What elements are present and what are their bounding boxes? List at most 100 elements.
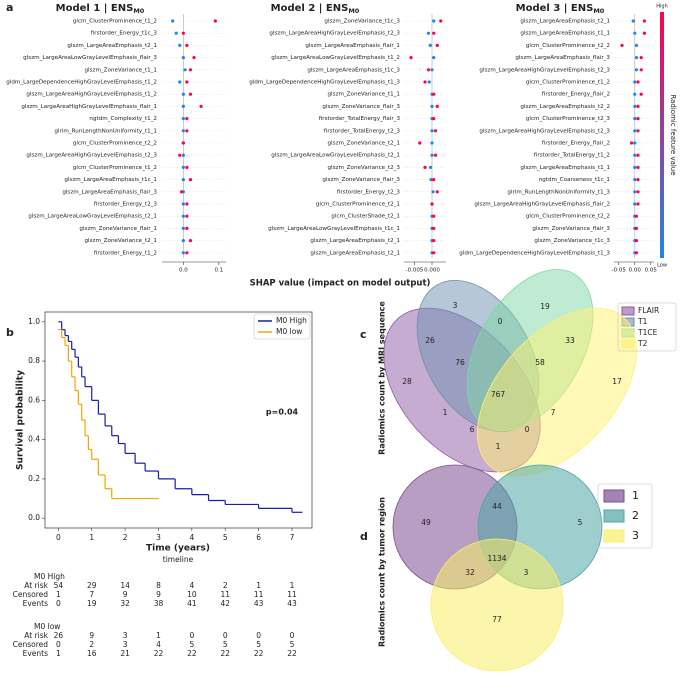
feature-label: glszm_LargeAreaEmphasis_flair_3 xyxy=(515,55,610,61)
feature-label: firstorder_Energy_t2_3 xyxy=(337,189,401,195)
shap-dot-high xyxy=(199,104,203,108)
legend-label: M0 High xyxy=(276,316,307,325)
shap-dot-high xyxy=(435,104,439,108)
shap-dot-high xyxy=(432,251,436,255)
x-tick-label: 6 xyxy=(256,533,261,542)
shap-dot-high xyxy=(435,190,439,194)
risk-value: 0 xyxy=(223,631,228,640)
feature-label: gldm_LargeDependenceHighGrayLevelEmphasi… xyxy=(6,80,157,86)
shap-dot-low xyxy=(429,165,433,169)
shap-dot-low xyxy=(430,153,434,157)
y-axis-title: Survival probability xyxy=(16,370,26,470)
risk-value: 5 xyxy=(290,640,295,649)
shap-dot-high xyxy=(432,214,436,218)
shap-dot-high xyxy=(636,190,640,194)
risk-value: 4 xyxy=(189,581,194,590)
panel-letter: b xyxy=(6,326,14,339)
risk-value: 11 xyxy=(254,590,264,599)
region-count: 19 xyxy=(540,302,550,311)
shap-dot-high xyxy=(634,239,639,243)
region-count: 1 xyxy=(496,442,501,451)
shap-dot-high xyxy=(639,56,643,60)
feature-label: glszm_LargeAreaHighGrayLevelEmphasis_t2_… xyxy=(479,128,610,134)
shap-dot-high xyxy=(188,178,193,182)
feature-label: glszm_LargeAreaHighGrayLevelEmphasis_fla… xyxy=(474,202,610,208)
risk-value: 14 xyxy=(120,581,130,590)
y-tick-label: 0.0 xyxy=(28,513,40,522)
risk-value: 8 xyxy=(156,581,161,590)
risk-value: 22 xyxy=(254,649,264,658)
risk-row-label: At risk xyxy=(24,581,48,590)
region-count: 33 xyxy=(565,336,575,345)
shap-dot-high xyxy=(188,239,193,243)
feature-label: glcm_ClusterProminence_t2_3 xyxy=(526,116,611,122)
feature-label: glszm_LargeAreaLowGrayLevelEmphasis_t2_1 xyxy=(271,153,400,159)
feature-label: glszm_LargeAreaEmphasis_t1_1 xyxy=(520,31,610,37)
shap-dot-high xyxy=(639,68,643,72)
shap-dot-low xyxy=(178,43,182,48)
shap-dot-high xyxy=(188,68,193,72)
x-tick-label: 1 xyxy=(89,533,94,542)
colorbar-high: High xyxy=(656,4,668,10)
feature-label: gldm_LargeDependenceHighGrayLevelEmphasi… xyxy=(249,80,400,86)
shap-dot-low xyxy=(181,92,185,96)
risk-value: 21 xyxy=(120,649,130,658)
shap-dot-low xyxy=(181,165,185,169)
feature-label: ngtdm_Complexity_t1_2 xyxy=(89,116,157,122)
x-tick-label: 0.0 xyxy=(179,268,188,274)
shap-dot-low xyxy=(181,178,185,182)
colorbar-low: Low xyxy=(657,263,667,269)
x-tick-label: 7 xyxy=(290,533,295,542)
shap-dot-low xyxy=(432,56,436,60)
region-count: 1134 xyxy=(487,554,506,563)
risk-value: 0 xyxy=(256,631,261,640)
risk-value: 0 xyxy=(56,640,61,649)
feature-label: ngtdm_Coarseness_t1c_1 xyxy=(539,177,611,183)
region-count: 1 xyxy=(443,408,448,417)
shap-dot-high xyxy=(636,104,640,108)
risk-value: 5 xyxy=(189,640,194,649)
shap-dot-low xyxy=(633,178,637,182)
risk-value: 19 xyxy=(87,599,97,608)
risk-value: 11 xyxy=(287,590,297,599)
x-tick-label: 3 xyxy=(156,533,161,542)
feature-label: glszm_LargeAreaHighGrayLevelEmphasis_t2_… xyxy=(269,31,400,37)
plot-frame xyxy=(44,311,313,529)
shap-dot-low xyxy=(426,31,431,35)
region-count: 7 xyxy=(551,408,556,417)
risk-value: 1 xyxy=(256,581,261,590)
x-axis-title: SHAP value (impact on model output) xyxy=(250,279,431,289)
shap-dot-low xyxy=(181,226,185,230)
feature-label: glszm_ZoneVariance_t2_1 xyxy=(84,238,157,244)
legend-frame xyxy=(597,483,653,549)
p-value: p=0.04 xyxy=(266,408,299,417)
shap-dot-high xyxy=(432,178,436,182)
shap-dot-high xyxy=(185,117,189,121)
risk-group: M0 High xyxy=(34,572,65,581)
feature-label: firstorder_Energy_flair_2 xyxy=(542,92,610,98)
shap-dot-high xyxy=(178,153,182,157)
shap-dot-high xyxy=(423,80,427,84)
shap-dot-high xyxy=(634,214,639,218)
risk-value: 32 xyxy=(120,599,130,608)
feature-label: glrlm_RunLengthNonUniformity_t1_1 xyxy=(54,128,157,134)
shap-dot-high xyxy=(636,80,640,84)
risk-value: 43 xyxy=(287,599,297,608)
shap-dot-high xyxy=(433,129,438,133)
shap-dot-high xyxy=(185,80,189,84)
feature-label: firstorder_TotalEnergy_t2_3 xyxy=(324,128,401,134)
feature-label: firstorder_Energy_t1c_3 xyxy=(91,31,158,37)
risk-value: 1 xyxy=(156,631,161,640)
shap-dot-high xyxy=(418,141,422,145)
shap-dot-high xyxy=(639,92,643,96)
feature-label: glcm_ClusterProminence_t1_2 xyxy=(73,19,157,25)
shap-dot-low xyxy=(430,104,434,108)
risk-value: 38 xyxy=(154,599,164,608)
risk-value: 11 xyxy=(220,590,230,599)
feature-label: glszm_LargeAreaEmphasis_flair_3 xyxy=(62,189,157,195)
feature-label: glszm_LargeAreaEmphasis_flair_1 xyxy=(305,43,400,49)
region-count: 6 xyxy=(470,425,475,434)
shap-dot-low xyxy=(633,190,637,194)
region-count: 767 xyxy=(491,390,506,399)
